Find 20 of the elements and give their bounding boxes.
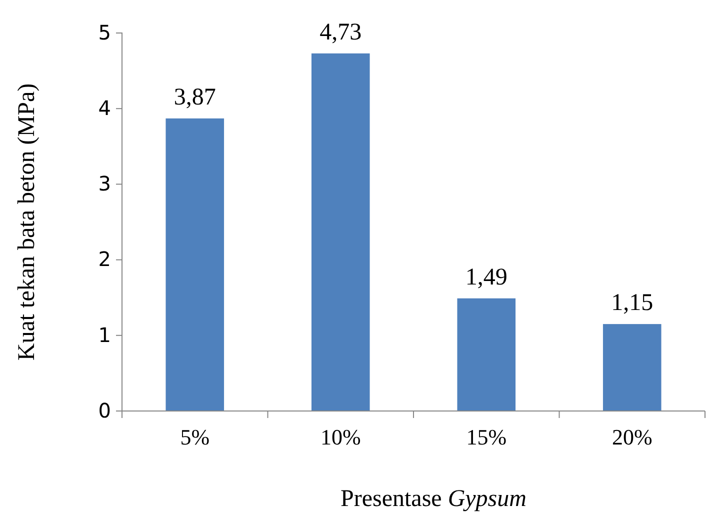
data-label: 3,87 — [174, 84, 216, 110]
bar — [602, 324, 662, 411]
x-tick-label: 5% — [180, 424, 210, 450]
x-axis-title: Presentase Gypsum — [340, 486, 526, 512]
y-tick-label: 5 — [98, 20, 111, 44]
data-label: 1,15 — [611, 290, 654, 316]
data-label: 4,73 — [320, 19, 362, 46]
y-tick-label: 2 — [98, 247, 111, 272]
y-tick-label: 1 — [98, 322, 111, 347]
y-tick-label: 0 — [98, 398, 111, 422]
bar — [311, 53, 370, 411]
data-label: 1,49 — [465, 264, 508, 290]
y-tick-label: 4 — [98, 96, 111, 120]
x-tick-label: 15% — [466, 424, 507, 450]
x-tick-label: 10% — [320, 424, 361, 450]
y-tick-label: 3 — [98, 172, 111, 196]
bar — [457, 298, 516, 411]
x-tick-label: 20% — [612, 424, 652, 450]
y-axis-title: Kuat tekan bata beton (MPa) — [14, 83, 40, 361]
bar — [166, 118, 224, 411]
